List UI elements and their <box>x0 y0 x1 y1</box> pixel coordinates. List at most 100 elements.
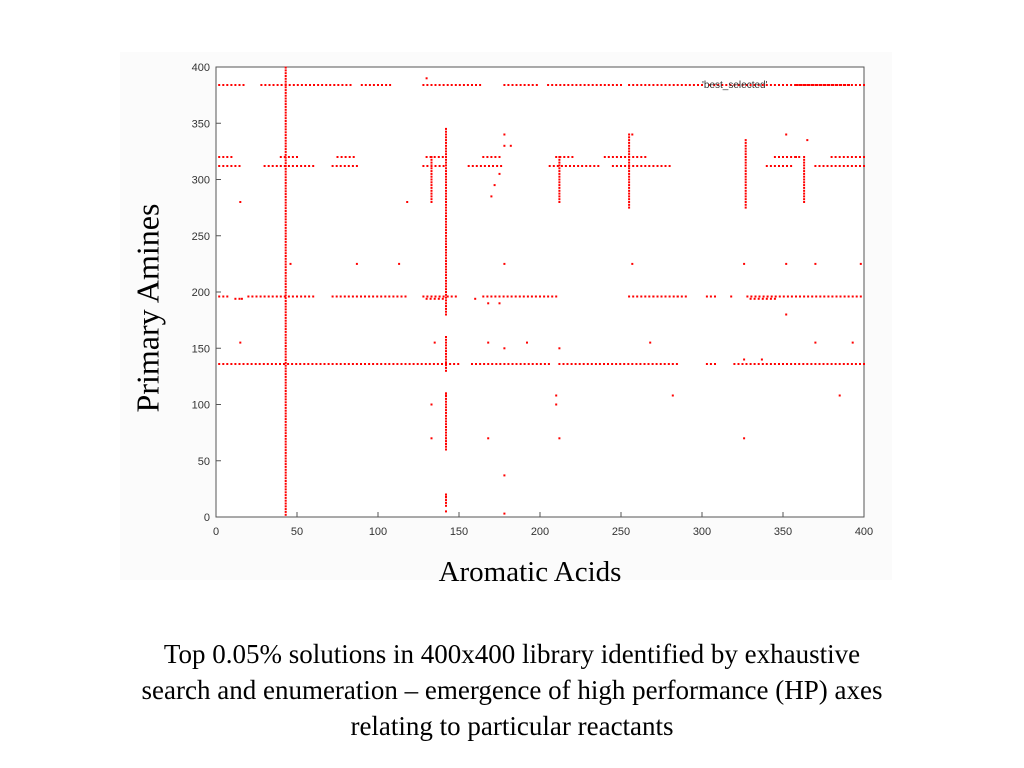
data-point <box>284 409 287 412</box>
y-tick-label: 0 <box>204 512 210 524</box>
data-point <box>284 190 287 193</box>
data-point <box>284 255 287 257</box>
data-point <box>765 165 768 167</box>
data-point <box>790 363 793 365</box>
data-point <box>628 203 631 206</box>
data-point <box>329 84 332 86</box>
data-point <box>284 319 287 322</box>
data-point <box>628 161 631 164</box>
data-point <box>279 363 281 365</box>
data-point <box>786 84 788 86</box>
data-point <box>523 363 526 365</box>
data-point <box>615 363 618 365</box>
data-point <box>445 192 447 195</box>
data-point <box>304 165 307 167</box>
data-point <box>284 432 287 435</box>
data-point <box>527 84 530 86</box>
data-point <box>671 394 674 397</box>
data-point <box>284 252 287 255</box>
y-tick-label: 150 <box>192 343 210 355</box>
data-point <box>628 144 631 147</box>
data-point <box>445 397 447 400</box>
data-point <box>838 165 841 167</box>
data-point <box>558 172 561 175</box>
data-point <box>284 83 287 86</box>
data-point <box>284 375 287 378</box>
data-point <box>355 295 358 298</box>
data-point <box>782 295 785 298</box>
data-point <box>782 156 784 158</box>
data-point <box>445 285 447 288</box>
data-point <box>230 156 233 158</box>
data-point <box>558 156 561 158</box>
data-point <box>430 192 433 195</box>
data-point <box>284 69 287 72</box>
data-point <box>445 434 447 437</box>
data-point <box>490 195 493 198</box>
data-point <box>744 206 747 209</box>
data-point <box>291 165 294 167</box>
data-point <box>744 192 747 195</box>
data-point <box>296 84 299 86</box>
data-point <box>445 178 447 181</box>
data-point <box>284 333 287 336</box>
data-point <box>826 84 829 86</box>
data-point <box>284 218 287 221</box>
data-point <box>284 418 287 421</box>
data-point <box>628 172 631 175</box>
data-point <box>351 165 354 167</box>
data-point <box>445 358 447 361</box>
data-point <box>445 201 447 203</box>
data-point <box>430 201 433 203</box>
legend-marker <box>824 84 826 86</box>
data-point <box>503 133 506 136</box>
data-point <box>471 165 474 167</box>
data-point <box>284 271 287 274</box>
data-point <box>300 84 303 86</box>
data-point <box>583 84 586 86</box>
data-point <box>539 295 541 298</box>
data-point <box>487 437 490 440</box>
data-point <box>389 84 392 86</box>
data-point <box>547 84 550 86</box>
data-point <box>558 192 561 195</box>
legend-marker <box>840 84 842 86</box>
data-point <box>284 300 287 302</box>
data-point <box>624 156 627 158</box>
data-point <box>445 369 447 372</box>
legend: 'best_selected' <box>702 80 850 91</box>
data-point <box>368 84 371 86</box>
data-point <box>303 363 306 365</box>
data-point <box>331 363 334 365</box>
data-point <box>850 165 853 167</box>
data-point <box>284 136 287 139</box>
data-point <box>498 156 501 158</box>
data-point <box>284 347 287 350</box>
x-tick-label: 150 <box>450 526 468 538</box>
data-point <box>307 363 310 365</box>
data-point <box>628 84 631 86</box>
data-point <box>335 165 338 167</box>
data-point <box>766 295 769 298</box>
data-point <box>360 363 362 365</box>
data-point <box>284 97 287 100</box>
x-tick-label: 300 <box>693 526 711 538</box>
data-point <box>760 358 763 361</box>
data-point <box>558 437 561 440</box>
data-point <box>624 165 627 167</box>
data-point <box>631 363 634 365</box>
data-point <box>750 295 753 298</box>
data-point <box>445 175 447 178</box>
data-point <box>814 84 817 86</box>
data-point <box>737 363 740 365</box>
data-point <box>284 212 287 215</box>
data-point <box>420 363 423 365</box>
data-point <box>284 139 287 142</box>
data-point <box>344 156 347 158</box>
data-point <box>636 84 639 86</box>
data-point <box>615 156 618 158</box>
data-point <box>287 363 290 365</box>
data-point <box>623 363 626 365</box>
data-point <box>284 435 287 437</box>
data-point <box>628 153 631 156</box>
